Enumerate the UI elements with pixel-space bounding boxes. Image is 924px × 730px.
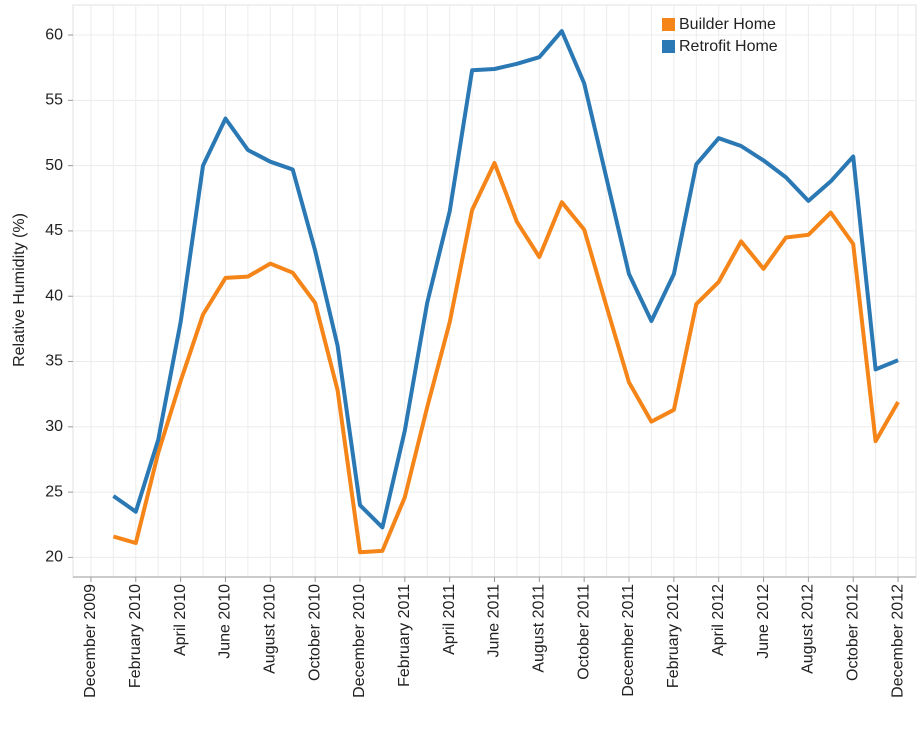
y-tick-label: 50 (45, 157, 63, 174)
x-tick-label: April 2011 (441, 584, 458, 655)
legend-swatch (662, 18, 675, 31)
legend-label: Builder Home (679, 16, 776, 33)
series-line (112, 161, 900, 555)
y-tick-label: 45 (45, 222, 63, 239)
x-tick-label: August 2011 (531, 584, 548, 673)
x-tick-label: December 2010 (351, 584, 368, 698)
x-tick-label: October 2012 (844, 584, 861, 681)
x-tick-label: April 2010 (172, 584, 189, 656)
x-tick-label: June 2012 (755, 584, 772, 659)
y-tick-label: 35 (45, 353, 63, 370)
x-tick-label: October 2010 (306, 584, 323, 681)
x-tick-label: December 2012 (889, 584, 906, 698)
x-tick-label: June 2011 (486, 584, 503, 658)
y-tick-label: 20 (45, 549, 63, 566)
x-tick-label: April 2012 (710, 584, 727, 656)
y-tick-label: 25 (45, 483, 63, 500)
x-tick-label: December 2011 (620, 584, 637, 697)
legend-label: Retrofit Home (679, 38, 778, 55)
y-tick-label: 55 (45, 92, 63, 109)
x-tick-label: February 2011 (396, 584, 413, 687)
legend-swatch (662, 40, 675, 53)
x-tick-label: October 2011 (575, 584, 592, 680)
y-axis-label: Relative Humidity (%) (11, 213, 28, 367)
y-tick-label: 30 (45, 418, 63, 435)
x-tick-label: December 2009 (82, 584, 99, 698)
x-tick-label: February 2012 (665, 584, 682, 688)
x-tick-label: June 2010 (217, 584, 234, 659)
y-tick-label: 60 (45, 26, 63, 43)
x-tick-label: February 2010 (127, 584, 144, 688)
x-tick-label: August 2012 (800, 584, 817, 674)
series-line (112, 29, 899, 530)
x-tick-label: August 2010 (262, 584, 279, 674)
y-tick-label: 40 (45, 287, 63, 304)
